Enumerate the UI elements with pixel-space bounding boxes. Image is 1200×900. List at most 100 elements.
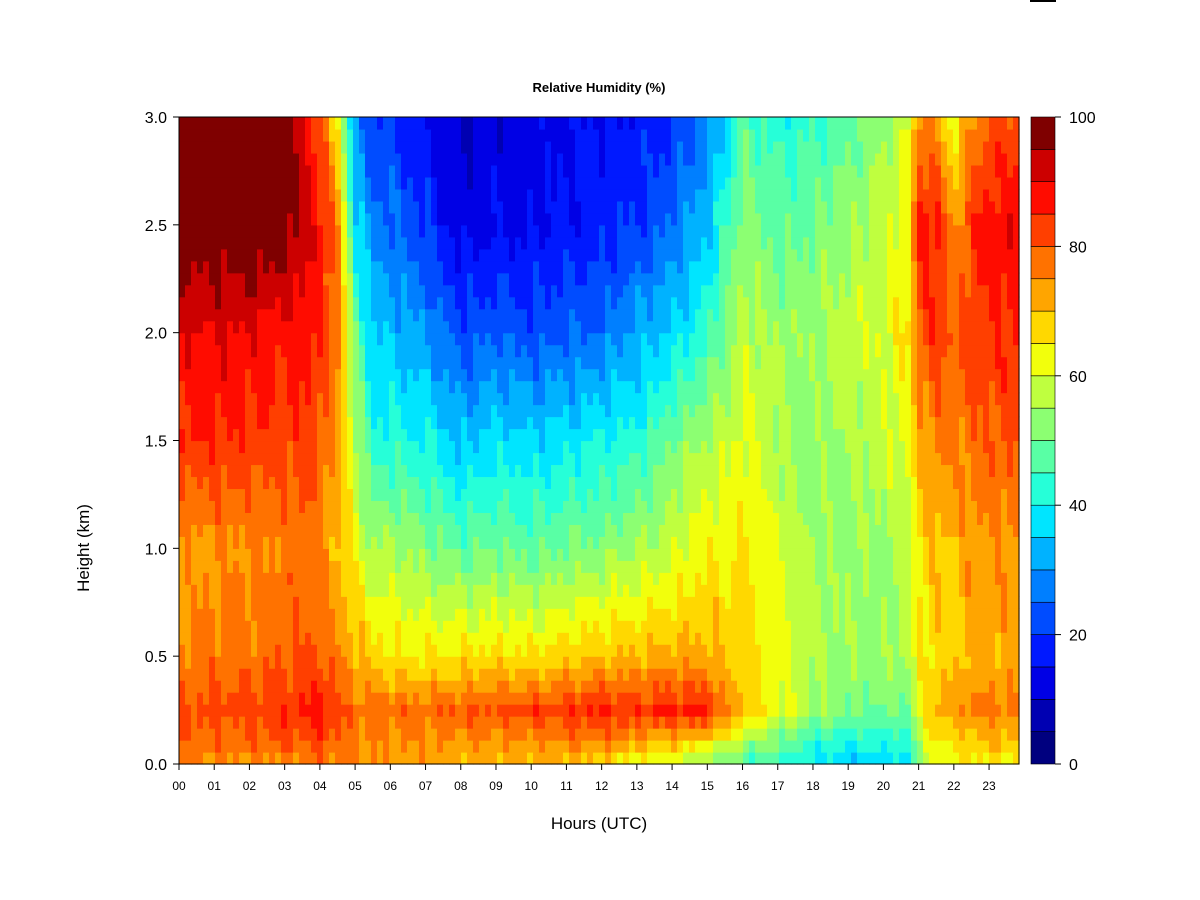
heatmap-cell	[491, 632, 498, 645]
heatmap-cell	[341, 272, 348, 286]
heatmap-cell	[377, 176, 384, 190]
heatmap-cell	[485, 632, 492, 645]
heatmap-cell	[299, 404, 306, 418]
heatmap-cell	[443, 476, 450, 490]
heatmap-cell	[683, 440, 690, 454]
heatmap-cell	[455, 632, 462, 645]
heatmap-cell	[239, 452, 246, 466]
heatmap-cell	[515, 596, 522, 609]
heatmap-cell	[311, 272, 318, 286]
heatmap-cell	[179, 344, 186, 358]
heatmap-cell	[233, 500, 240, 513]
heatmap-cell	[623, 536, 630, 549]
heatmap-cell	[449, 164, 456, 178]
heatmap-cell	[413, 416, 420, 430]
heatmap-cell	[521, 248, 528, 262]
heatmap-cell	[725, 668, 732, 681]
heatmap-cell	[299, 548, 306, 561]
heatmap-cell	[257, 440, 264, 454]
heatmap-cell	[623, 236, 630, 250]
heatmap-cell	[233, 284, 240, 298]
heatmap-cell	[359, 440, 366, 454]
heatmap-cell	[323, 308, 330, 322]
heatmap-cell	[659, 584, 666, 597]
heatmap-cell	[269, 584, 276, 597]
heatmap-cell	[437, 452, 444, 466]
heatmap-cell	[185, 680, 192, 693]
heatmap-cell	[503, 380, 510, 394]
heatmap-cell	[323, 236, 330, 250]
heatmap-cell	[443, 452, 450, 466]
heatmap-cell	[383, 236, 390, 250]
heatmap-cell	[683, 752, 690, 765]
heatmap-cell	[437, 428, 444, 442]
heatmap-cell	[401, 632, 408, 645]
heatmap-cell	[497, 117, 504, 130]
heatmap-cell	[479, 524, 486, 537]
heatmap-cell	[239, 284, 246, 298]
heatmap-cell	[209, 452, 216, 466]
heatmap-cell	[281, 272, 288, 286]
heatmap-cell	[191, 752, 198, 765]
heatmap-cell	[425, 272, 432, 286]
heatmap-cell	[197, 296, 204, 310]
heatmap-cell	[593, 380, 600, 394]
heatmap-cell	[503, 548, 510, 561]
heatmap-cell	[437, 212, 444, 226]
heatmap-cell	[455, 260, 462, 274]
heatmap-cell	[623, 512, 630, 525]
heatmap-cell	[683, 536, 690, 549]
heatmap-cell	[641, 668, 648, 681]
heatmap-cell	[275, 464, 282, 478]
heatmap-cell	[461, 476, 468, 490]
heatmap-cell	[509, 692, 516, 705]
heatmap-cell	[359, 272, 366, 286]
heatmap-cell	[449, 716, 456, 729]
heatmap-cell	[425, 752, 432, 765]
heatmap-cell	[431, 284, 438, 298]
heatmap-cell	[239, 404, 246, 418]
heatmap-cell	[707, 236, 714, 250]
heatmap-cell	[389, 752, 396, 765]
heatmap-cell	[179, 464, 186, 478]
heatmap-cell	[641, 548, 648, 561]
heatmap-cell	[599, 272, 606, 286]
heatmap-cell	[719, 632, 726, 645]
heatmap-cell	[461, 140, 468, 154]
heatmap-cell	[521, 680, 528, 693]
heatmap-cell	[221, 740, 228, 753]
heatmap-cell	[497, 368, 504, 382]
heatmap-cell	[617, 428, 624, 442]
heatmap-cell	[611, 596, 618, 609]
heatmap-cell	[191, 212, 198, 226]
heatmap-cell	[593, 392, 600, 406]
heatmap-cell	[473, 140, 480, 154]
heatmap-cell	[323, 440, 330, 454]
heatmap-cell	[527, 500, 534, 513]
heatmap-cell	[419, 452, 426, 466]
heatmap-cell	[713, 152, 720, 166]
heatmap-cell	[191, 548, 198, 561]
heatmap-cell	[185, 704, 192, 717]
heatmap-cell	[719, 704, 726, 717]
heatmap-cell	[395, 632, 402, 645]
heatmap-cell	[281, 740, 288, 753]
heatmap-cell	[707, 392, 714, 406]
heatmap-cell	[581, 704, 588, 717]
heatmap-cell	[221, 344, 228, 358]
heatmap-cell	[629, 476, 636, 490]
heatmap-cell	[629, 296, 636, 310]
heatmap-cell	[557, 440, 564, 454]
heatmap-cell	[413, 536, 420, 549]
heatmap-cell	[707, 488, 714, 502]
heatmap-cell	[359, 380, 366, 394]
heatmap-cell	[353, 668, 360, 681]
heatmap-cell	[269, 500, 276, 513]
heatmap-cell	[479, 320, 486, 334]
heatmap-cell	[317, 272, 324, 286]
heatmap-cell	[509, 428, 516, 442]
heatmap-cell	[215, 248, 222, 262]
heatmap-cell	[287, 572, 294, 585]
heatmap-cell	[407, 716, 414, 729]
heatmap-cell	[599, 680, 606, 693]
